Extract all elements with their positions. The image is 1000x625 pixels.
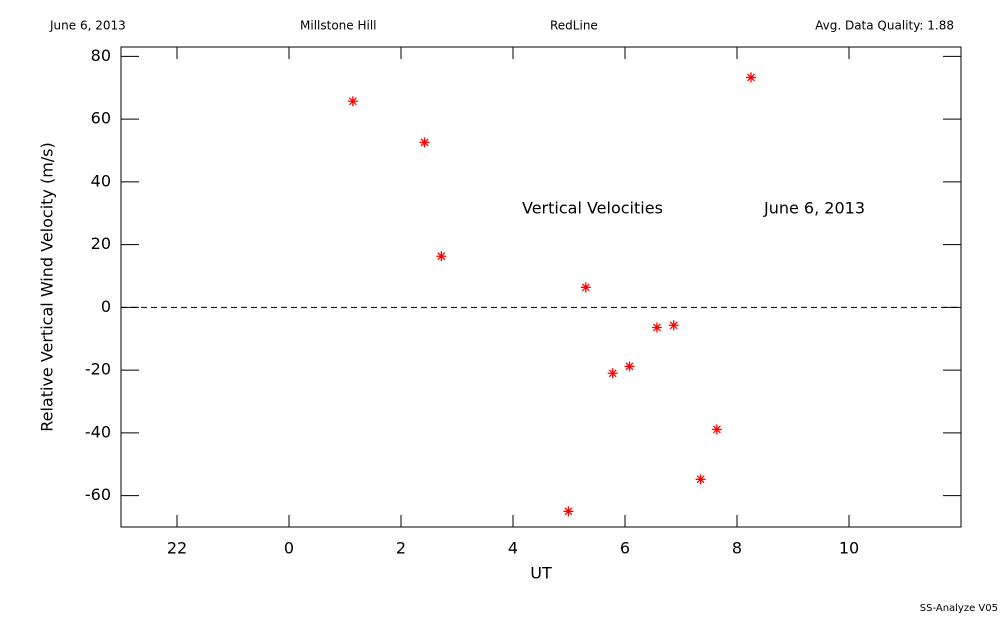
point <box>624 361 635 372</box>
point <box>651 322 662 333</box>
y-tick-label: -40 <box>85 422 111 441</box>
y-tick-label: 0 <box>101 297 111 316</box>
point <box>746 72 756 83</box>
x-tick-label: 10 <box>839 539 859 558</box>
point <box>580 282 591 293</box>
y-axis-label: Relative Vertical Wind Velocity (m/s) <box>38 142 57 432</box>
point <box>436 251 447 262</box>
y-tick-label: -60 <box>85 485 111 504</box>
point <box>419 137 430 148</box>
x-tick-label: 6 <box>620 539 630 558</box>
annotation: Vertical Velocities <box>522 199 663 218</box>
footer: SS-Analyze V05 <box>920 603 998 614</box>
point <box>607 368 618 379</box>
x-tick-label: 8 <box>732 539 742 558</box>
header-date: June 6, 2013 <box>49 19 126 33</box>
point <box>563 506 574 517</box>
header-site: Millstone Hill <box>300 19 376 33</box>
x-tick-label: 22 <box>167 539 187 558</box>
header-quality: Avg. Data Quality: 1.88 <box>815 19 954 33</box>
y-tick-label: -20 <box>85 360 111 379</box>
point <box>347 96 358 107</box>
point <box>695 474 706 485</box>
y-tick-label: 60 <box>91 109 111 128</box>
annotation: June 6, 2013 <box>763 199 865 218</box>
plot-frame <box>120 46 962 528</box>
header-line: RedLine <box>550 19 598 33</box>
x-tick-label: 2 <box>396 539 406 558</box>
x-axis-label: UT <box>530 564 552 583</box>
y-tick-label: 20 <box>91 234 111 253</box>
x-tick-label: 0 <box>284 539 294 558</box>
x-tick-label: 4 <box>508 539 518 558</box>
point <box>711 424 722 435</box>
y-tick-label: 40 <box>91 171 111 190</box>
y-tick-label: 80 <box>91 46 111 65</box>
point <box>668 320 679 331</box>
